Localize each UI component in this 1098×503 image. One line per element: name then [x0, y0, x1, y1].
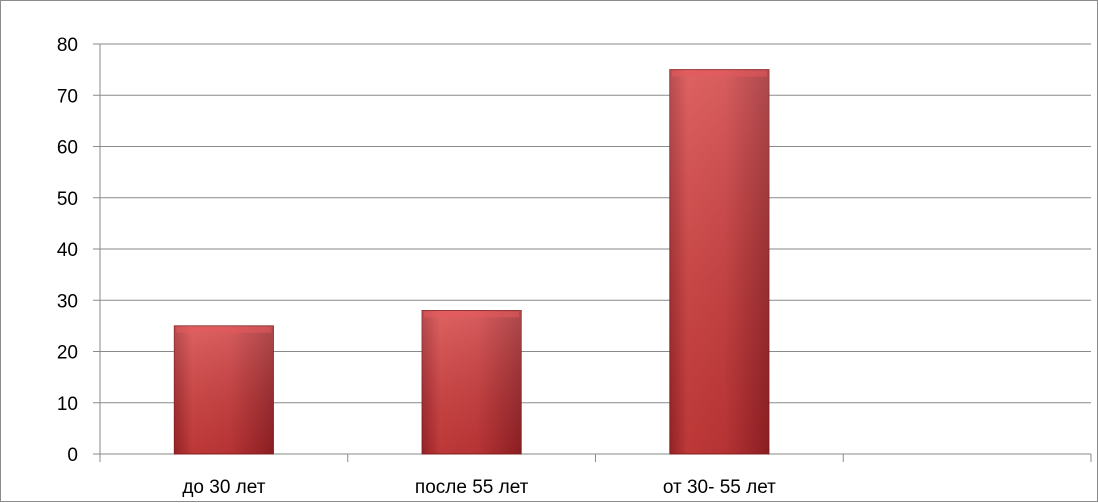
x-tick-label: до 30 лет	[182, 477, 265, 498]
bar-top-highlight	[424, 311, 520, 318]
y-tick-label: 60	[57, 138, 78, 159]
bar	[669, 69, 770, 455]
y-tick-label: 40	[57, 240, 78, 261]
bar	[173, 325, 274, 455]
x-tick-labels: до 30 лет после 55 лет от 30- 55 лет	[182, 477, 776, 498]
bar-shade	[174, 325, 274, 454]
bar-shade	[669, 69, 769, 454]
y-tick-label: 70	[57, 86, 78, 107]
x-tick-label: от 30- 55 лет	[663, 477, 776, 498]
y-tick-label: 10	[57, 394, 78, 415]
y-tick-label: 50	[57, 189, 78, 210]
x-tick-label: после 55 лет	[415, 477, 529, 498]
bar-top-highlight	[671, 70, 767, 77]
bar	[421, 310, 522, 455]
y-tick-label: 20	[57, 343, 78, 364]
bar-top-highlight	[176, 326, 272, 333]
y-tick-label: 30	[57, 291, 78, 312]
y-tick-label: 80	[57, 35, 78, 56]
bars	[173, 69, 770, 455]
y-tick-labels: 0 10 20 30 40 50 60 70 80	[57, 35, 78, 466]
y-tick-label: 0	[67, 445, 78, 466]
bar-shade	[422, 310, 522, 454]
